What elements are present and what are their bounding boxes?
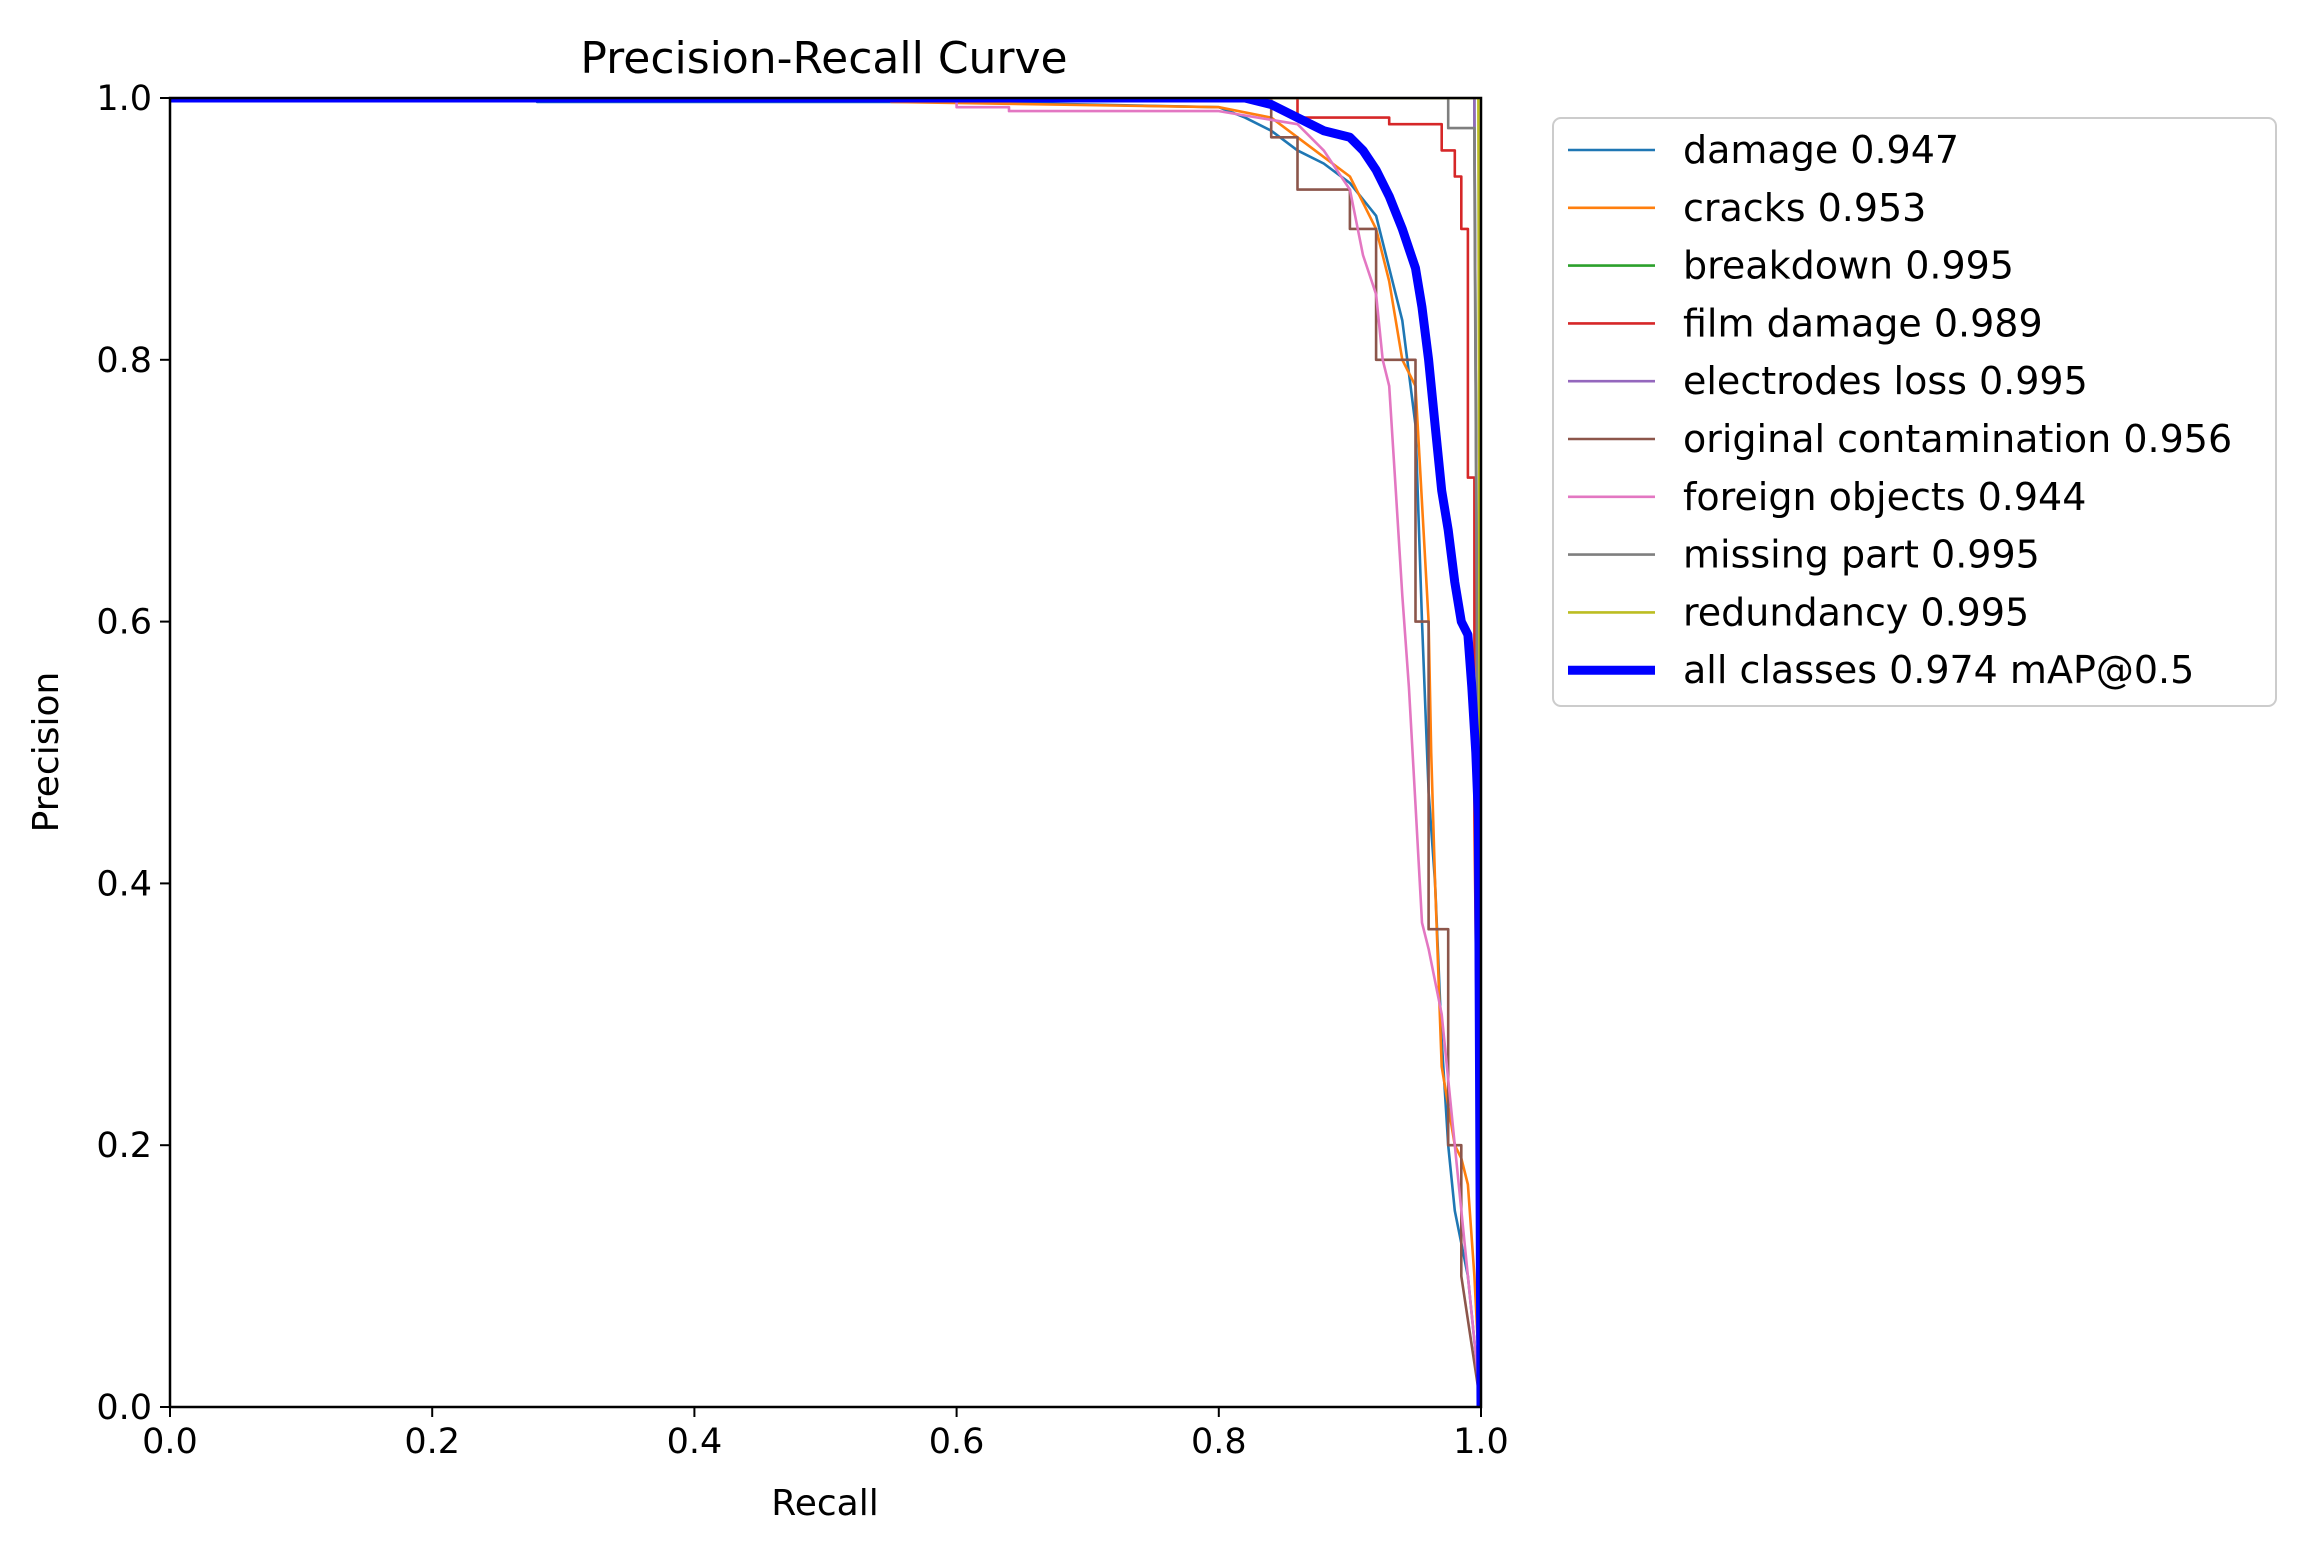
- legend-frame: [1552, 117, 2277, 707]
- legend-entry-label: foreign objects 0.944: [1683, 475, 2086, 519]
- y-axis: 0.0 0.2 0.4 0.6 0.8 1.0: [96, 79, 170, 1428]
- x-tick-label: 0.2: [404, 1422, 460, 1462]
- x-tick-label: 0.4: [667, 1422, 723, 1462]
- legend-entry-label: original contamination 0.956: [1683, 417, 2232, 461]
- x-tick-label: 1.0: [1453, 1422, 1509, 1462]
- legend-entry-label: electrodes loss 0.995: [1683, 359, 2088, 403]
- x-tick-label: 0.8: [1191, 1422, 1247, 1462]
- series-line-cracks: [170, 98, 1481, 1407]
- legend-entry-label: all classes 0.974 mAP@0.5: [1683, 648, 2194, 692]
- y-tick-label: 0.2: [96, 1126, 152, 1166]
- y-tick-label: 0.8: [96, 341, 152, 381]
- x-tick-label: 0.0: [142, 1422, 198, 1462]
- series-line-missing-part: [170, 98, 1481, 1407]
- legend-entry-label: breakdown 0.995: [1683, 244, 2014, 288]
- y-tick-label: 0.6: [96, 603, 152, 643]
- y-tick-label: 0.4: [96, 864, 152, 904]
- series-line-original-contamination: [170, 98, 1481, 1407]
- legend-entry-label: redundancy 0.995: [1683, 590, 2029, 634]
- legend-entry-label: missing part 0.995: [1683, 533, 2040, 577]
- series-line-film-damage: [170, 98, 1481, 1407]
- y-axis-label: Precision: [26, 672, 67, 833]
- y-tick-label: 1.0: [96, 79, 152, 119]
- legend: damage 0.947 cracks 0.953 breakdown 0.995 f…: [1552, 117, 2277, 707]
- x-axis-label: Recall: [771, 1483, 878, 1524]
- x-tick-label: 0.6: [929, 1422, 985, 1462]
- x-axis: 0.0 0.2 0.4 0.6 0.8 1.0: [142, 1407, 1509, 1462]
- series-group: [170, 98, 1481, 1407]
- series-line-foreign-objects: [170, 98, 1481, 1407]
- y-tick-label: 0.0: [96, 1388, 152, 1428]
- legend-entry-label: cracks 0.953: [1683, 186, 1926, 230]
- plot-frame: [168, 96, 1483, 1409]
- chart-title: Precision-Recall Curve: [580, 33, 1067, 84]
- series-line-all-classes-map05: [170, 98, 1481, 1407]
- legend-entry-label: film damage 0.989: [1683, 301, 2043, 345]
- legend-entry-label: damage 0.947: [1683, 128, 1959, 172]
